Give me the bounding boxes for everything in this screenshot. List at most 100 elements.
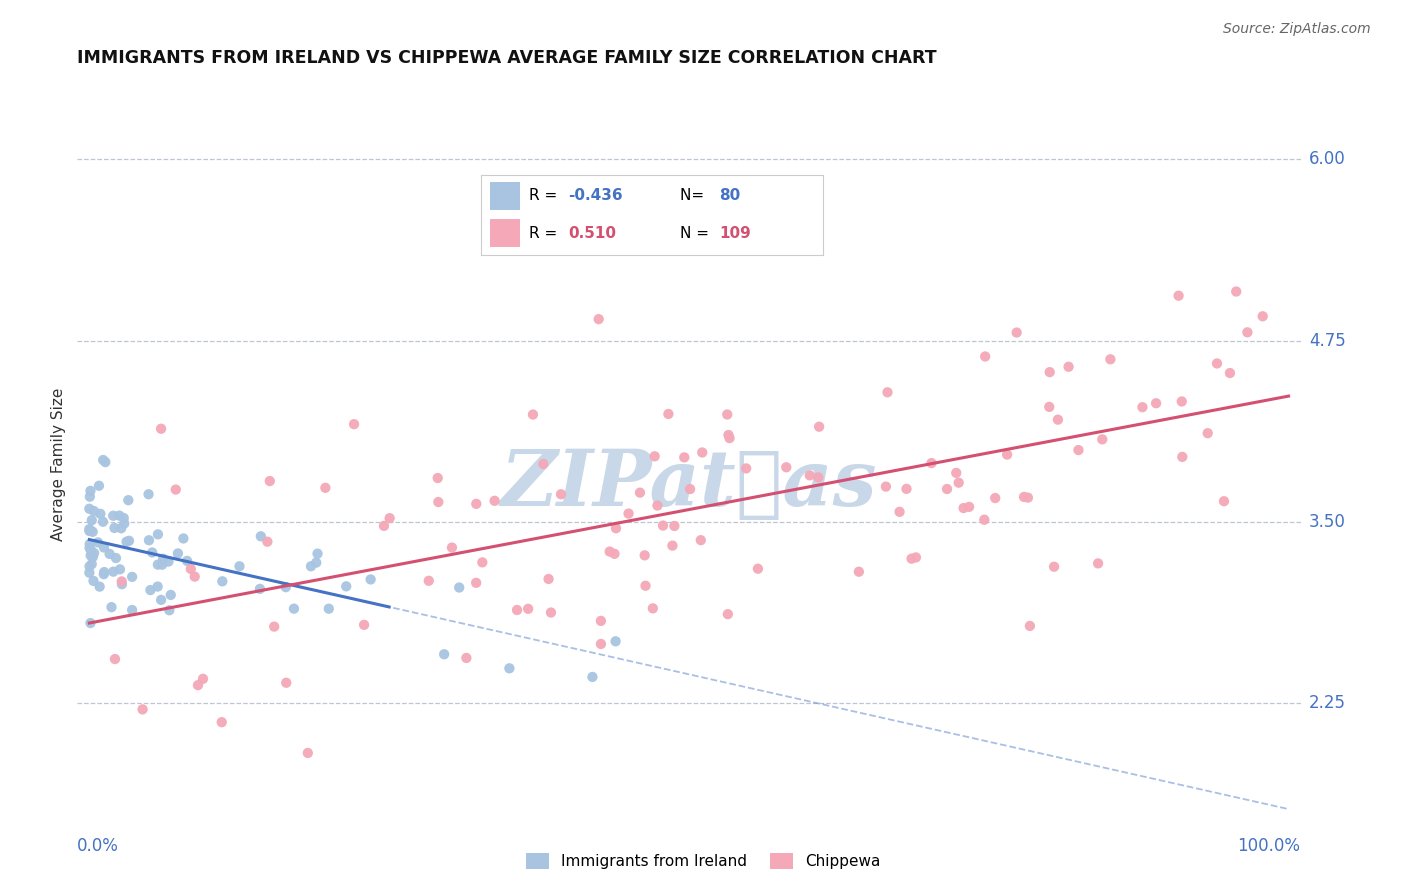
Point	[176, 554, 198, 568]
Y-axis label: Average Family Size: Average Family Size	[51, 387, 66, 541]
Point	[634, 579, 657, 593]
Point	[1039, 365, 1062, 379]
Point	[605, 634, 627, 648]
Point	[256, 534, 278, 549]
Point	[121, 570, 143, 584]
Point	[103, 508, 125, 523]
Point	[79, 566, 101, 580]
Point	[689, 533, 711, 548]
Point	[157, 555, 180, 569]
Point	[335, 579, 357, 593]
Point	[498, 661, 520, 675]
Point	[449, 581, 471, 595]
Text: 109: 109	[718, 226, 751, 241]
Point	[589, 614, 612, 628]
Point	[159, 588, 181, 602]
Point	[517, 602, 540, 616]
Point	[641, 601, 664, 615]
Point	[152, 551, 174, 566]
Text: 4.75: 4.75	[1309, 332, 1346, 350]
Text: ZIPatℓas: ZIPatℓas	[501, 447, 877, 523]
Point	[1236, 326, 1258, 340]
Point	[550, 487, 572, 501]
Point	[1005, 326, 1028, 340]
Point	[121, 603, 143, 617]
Point	[80, 513, 103, 527]
Point	[187, 678, 209, 692]
Point	[807, 470, 830, 484]
Point	[1219, 366, 1241, 380]
Point	[79, 559, 101, 574]
Point	[465, 497, 488, 511]
Point	[283, 601, 305, 615]
Point	[427, 495, 450, 509]
Point	[936, 482, 959, 496]
Point	[652, 518, 675, 533]
Point	[307, 547, 329, 561]
Point	[183, 569, 205, 583]
Point	[353, 618, 375, 632]
Point	[1144, 396, 1167, 410]
Text: R =: R =	[529, 226, 567, 241]
Point	[89, 580, 111, 594]
Point	[1043, 559, 1066, 574]
Point	[172, 532, 194, 546]
Point	[146, 558, 169, 572]
Point	[717, 428, 740, 442]
Point	[1087, 557, 1109, 571]
Point	[104, 652, 127, 666]
Point	[165, 483, 187, 497]
Point	[276, 675, 298, 690]
Point	[589, 637, 612, 651]
Point	[274, 580, 297, 594]
Point	[104, 551, 127, 566]
Point	[799, 468, 821, 483]
Point	[100, 600, 122, 615]
Point	[1067, 443, 1090, 458]
Text: 6.00: 6.00	[1309, 151, 1346, 169]
Point	[673, 450, 696, 465]
Point	[110, 521, 132, 535]
Point	[1057, 359, 1080, 374]
Point	[973, 513, 995, 527]
Point	[118, 533, 141, 548]
Point	[79, 537, 101, 551]
Point	[157, 603, 180, 617]
Point	[139, 583, 162, 598]
Point	[484, 493, 506, 508]
Point	[343, 417, 366, 432]
Point	[305, 556, 328, 570]
Point	[948, 475, 970, 490]
Point	[141, 545, 163, 559]
Point	[717, 607, 740, 622]
Point	[131, 702, 153, 716]
Point	[1171, 450, 1194, 464]
Point	[735, 461, 758, 475]
Point	[522, 408, 544, 422]
Point	[82, 574, 104, 588]
Legend: Immigrants from Ireland, Chippewa: Immigrants from Ireland, Chippewa	[520, 847, 886, 875]
Point	[82, 524, 104, 539]
Point	[111, 577, 134, 591]
Point	[628, 485, 651, 500]
Text: 100.0%: 100.0%	[1237, 837, 1301, 855]
Point	[146, 527, 169, 541]
Point	[848, 565, 870, 579]
Point	[1017, 491, 1039, 505]
Point	[889, 505, 911, 519]
Point	[718, 431, 741, 445]
Point	[250, 529, 273, 543]
Point	[465, 575, 488, 590]
Point	[1038, 400, 1060, 414]
Point	[896, 482, 918, 496]
Text: Source: ZipAtlas.com: Source: ZipAtlas.com	[1223, 22, 1371, 37]
Point	[440, 541, 463, 555]
Point	[79, 524, 101, 538]
Point	[920, 456, 942, 470]
Point	[115, 534, 138, 549]
Text: -0.436: -0.436	[568, 188, 623, 203]
Point	[775, 460, 797, 475]
Point	[875, 480, 897, 494]
Point	[79, 541, 101, 555]
Point	[93, 567, 115, 582]
